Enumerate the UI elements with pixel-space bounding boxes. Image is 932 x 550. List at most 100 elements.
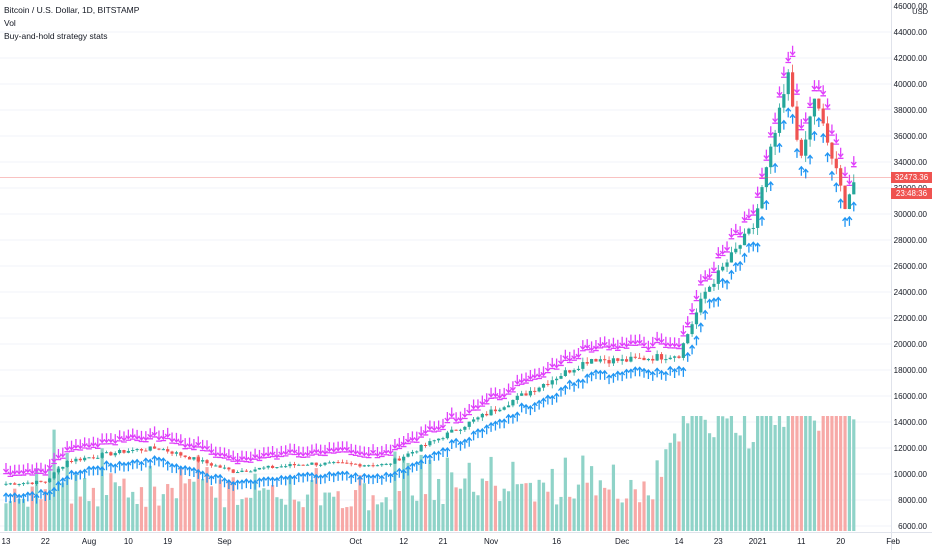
buy-arrow-marker [7, 492, 14, 503]
buy-arrow-marker [20, 492, 27, 503]
sell-arrow-marker [501, 387, 508, 400]
buy-arrow-marker [702, 309, 709, 320]
sell-arrow-marker [186, 437, 193, 449]
candle-body [87, 457, 91, 459]
volume-bar [87, 501, 91, 531]
candle-body [808, 116, 812, 140]
candle-body [354, 463, 358, 465]
candle-body [493, 409, 498, 412]
buy-arrow-marker [514, 411, 521, 422]
volume-indicator-label[interactable]: Vol [4, 18, 16, 28]
buy-arrow-marker [352, 472, 359, 483]
buy-arrow-marker [435, 450, 442, 461]
strategy-indicator-label[interactable]: Buy-and-hold strategy stats [4, 31, 108, 41]
buy-arrow-marker [142, 457, 149, 468]
buy-arrow-marker [798, 165, 805, 176]
candle-body [388, 463, 393, 465]
sell-arrow-marker [147, 428, 154, 440]
buy-arrow-marker [745, 242, 752, 253]
buy-arrow-marker [383, 471, 390, 482]
volume-bar [139, 487, 144, 531]
candle-body [437, 438, 441, 441]
candle-body [104, 452, 109, 454]
volume-bar [96, 506, 100, 531]
candle-body [34, 480, 39, 484]
buy-arrow-marker [763, 199, 770, 210]
candle-body [454, 429, 458, 431]
candle-body [445, 432, 449, 439]
volume-bar [471, 491, 476, 531]
sell-arrow-marker [597, 337, 604, 349]
volume-bar [253, 473, 257, 531]
candle-body [65, 461, 69, 467]
volume-bar [231, 477, 235, 531]
sell-arrow-marker [308, 444, 315, 456]
volume-bar [297, 501, 301, 531]
sell-arrow-marker [155, 430, 162, 442]
candle-body [397, 458, 401, 461]
buy-arrow-marker [470, 430, 477, 441]
buy-arrow-marker [531, 401, 538, 412]
candle-body [257, 467, 262, 470]
volume-bar [262, 488, 266, 531]
volume-bar [131, 491, 135, 531]
sell-arrow-marker [142, 431, 149, 443]
symbol-title[interactable]: Bitcoin / U.S. Dollar, 1D, BITSTAMP [4, 5, 140, 15]
volume-bar [26, 506, 30, 531]
candle-body [646, 358, 650, 361]
candle-body [830, 142, 834, 159]
buy-arrow-marker [706, 298, 713, 309]
volume-bar [673, 433, 677, 531]
volume-bar [441, 504, 445, 531]
buy-arrow-marker [544, 394, 551, 405]
volume-bar [388, 509, 393, 531]
sell-arrow-marker [46, 459, 53, 471]
candle-body [533, 390, 537, 392]
buy-arrow-marker [81, 468, 88, 479]
buy-arrow-marker [199, 470, 206, 481]
candle-body [476, 417, 480, 420]
candle-body [305, 464, 310, 466]
sell-arrow-marker [396, 437, 403, 450]
buy-arrow-marker [64, 475, 71, 486]
volume-bar [13, 488, 17, 531]
sell-arrow-marker [383, 444, 390, 456]
sell-arrow-marker [348, 443, 355, 456]
volume-bar [546, 491, 550, 531]
buy-arrow-marker [273, 476, 280, 487]
buy-arrow-marker [46, 489, 53, 500]
time-tick-label: 13 [2, 537, 11, 546]
time-tick-label: 23 [714, 537, 723, 546]
volume-bar [284, 504, 288, 531]
buy-arrow-marker [453, 437, 460, 448]
buy-arrow-marker [418, 459, 425, 470]
volume-bar [563, 457, 567, 531]
sell-arrow-marker [592, 339, 599, 352]
candle-body [118, 450, 122, 454]
buy-arrow-marker [780, 119, 787, 130]
sell-arrow-marker [798, 119, 805, 131]
volume-bar [148, 465, 152, 531]
volume-bar [8, 501, 12, 531]
sell-arrow-marker [680, 325, 687, 337]
buy-arrow-marker [365, 473, 372, 484]
volume-bar [603, 487, 607, 531]
volume-bar [336, 491, 340, 531]
volume-bar [266, 489, 270, 531]
sell-arrow-marker [94, 437, 101, 449]
candle-body [310, 462, 314, 465]
volume-bar [222, 507, 227, 531]
sell-arrow-marker [728, 228, 735, 240]
buy-arrow-marker [675, 365, 682, 376]
sell-arrow-marker [466, 404, 473, 416]
volume-bar [576, 484, 581, 531]
sell-arrow-marker [645, 340, 652, 352]
candle-body [852, 182, 856, 195]
buy-arrow-marker [523, 403, 530, 414]
sell-arrow-marker [313, 443, 320, 455]
sell-arrow-marker [509, 381, 516, 393]
volume-bar [620, 502, 624, 531]
volume-bar [506, 491, 511, 531]
buy-arrow-marker [99, 466, 106, 477]
